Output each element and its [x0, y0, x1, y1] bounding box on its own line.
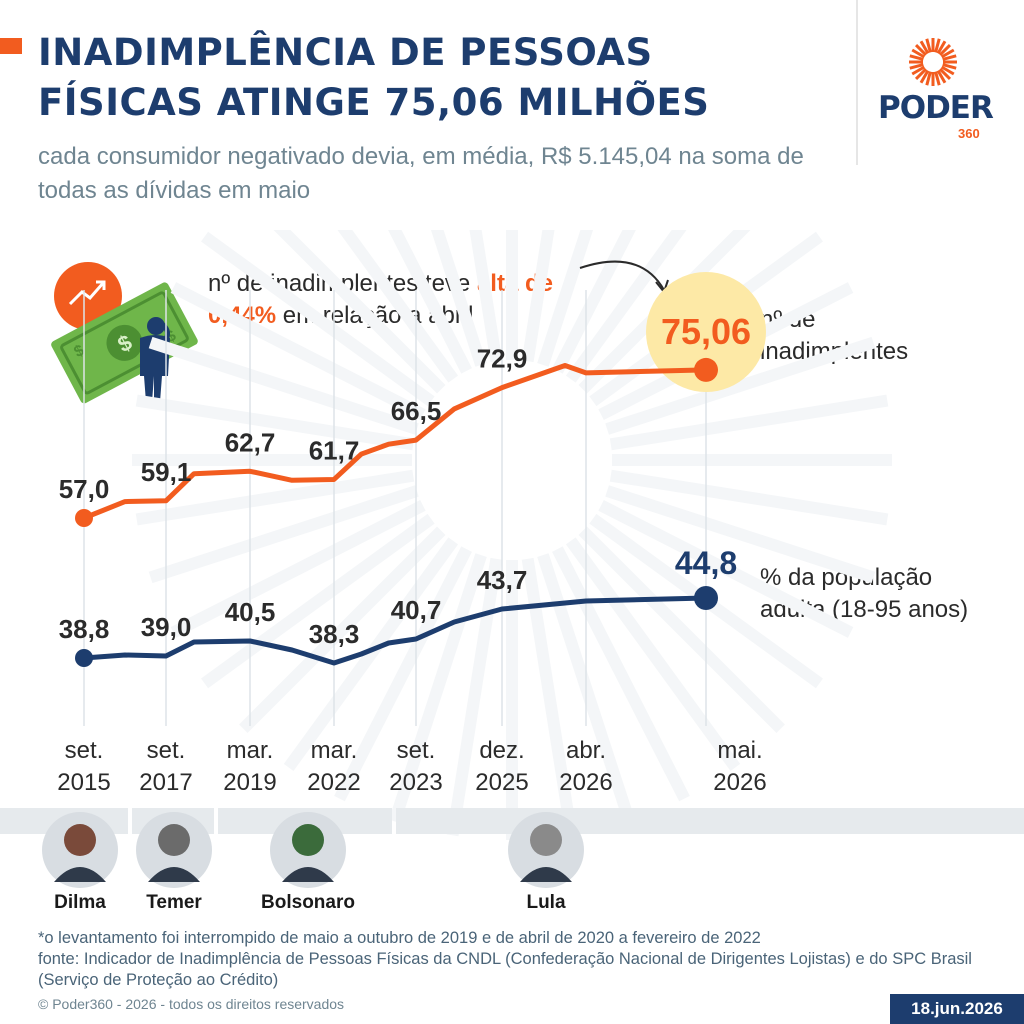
chart-grid	[83, 290, 707, 726]
logo-divider	[856, 0, 858, 165]
series-start-point	[75, 649, 93, 667]
date-badge: 18.jun.2026	[890, 994, 1024, 1024]
poder360-logo: PODER 360	[878, 34, 998, 144]
president-lula: Lula	[508, 812, 584, 913]
president-name: Bolsonaro	[261, 892, 355, 913]
x-tick-label: abr. 2026	[559, 737, 612, 796]
data-label: 38,8	[59, 614, 110, 644]
logo-sub: 360	[958, 126, 980, 141]
debt-line-chart: 57,0 59,1 62,7 61,7 66,5 72,9 75,06 38,8 39,0 40,…	[0, 230, 1024, 913]
president-temer: Temer	[136, 812, 212, 913]
x-tick-label: set. 2017	[139, 737, 192, 796]
series-end-point	[694, 586, 718, 610]
data-label: 61,7	[309, 435, 360, 465]
president-bolsonaro: Bolsonaro	[261, 812, 355, 913]
page-title: INADIMPLÊNCIA DE PESSOAS FÍSICAS ATINGE …	[38, 31, 710, 124]
x-tick-label: set. 2023	[389, 737, 442, 796]
x-tick-label: mar. 2022	[307, 737, 360, 796]
x-tick-label: set. 2015	[57, 737, 110, 796]
trend-arrow-icon	[68, 281, 106, 306]
footnote-note: *o levantamento foi interrompido de maio…	[38, 929, 761, 947]
data-label: 72,9	[477, 344, 528, 374]
highlight-circle	[646, 272, 766, 392]
president-name: Lula	[526, 892, 565, 913]
data-label: 59,1	[141, 457, 192, 487]
annotation-arrow-icon	[579, 260, 665, 291]
background-sun-rays	[132, 230, 892, 840]
data-label: 40,7	[391, 595, 442, 625]
data-label: 39,0	[141, 612, 192, 642]
x-tick-label: mai. 2026	[713, 737, 766, 796]
data-label: 38,3	[309, 619, 360, 649]
data-label: 75,06	[661, 311, 751, 352]
president-name: Dilma	[54, 892, 106, 913]
data-label: 44,8	[675, 545, 737, 581]
series-end-point	[694, 357, 718, 382]
footnote: *o levantamento foi interrompido de maio…	[38, 928, 998, 991]
debtors-series-line	[83, 362, 707, 521]
banknote-icon: $ $ $	[51, 282, 198, 404]
president-dilma: Dilma	[42, 812, 118, 913]
x-tick-label: mar. 2019	[223, 737, 276, 796]
sun-icon	[909, 38, 957, 86]
president-name: Temer	[146, 892, 202, 913]
data-label: 62,7	[225, 427, 276, 457]
footnote-source: fonte: Indicador de Inadimplência de Pes…	[38, 950, 972, 989]
copyright: © Poder360 - 2026 - todos os direitos re…	[38, 996, 345, 1012]
x-tick-label: dez. 2025	[475, 737, 528, 796]
population-series-line	[83, 595, 707, 666]
data-label: 66,5	[391, 396, 442, 426]
accent-bar	[0, 38, 22, 54]
page-subtitle: cada consumidor negativado devia, em méd…	[38, 143, 804, 204]
data-label: 40,5	[225, 597, 276, 627]
data-label: 57,0	[59, 474, 110, 504]
logo-wordmark: PODER	[878, 90, 994, 126]
money-person-icon: $ $ $	[51, 262, 198, 404]
series-start-point	[75, 509, 93, 527]
data-label: 43,7	[477, 565, 528, 595]
